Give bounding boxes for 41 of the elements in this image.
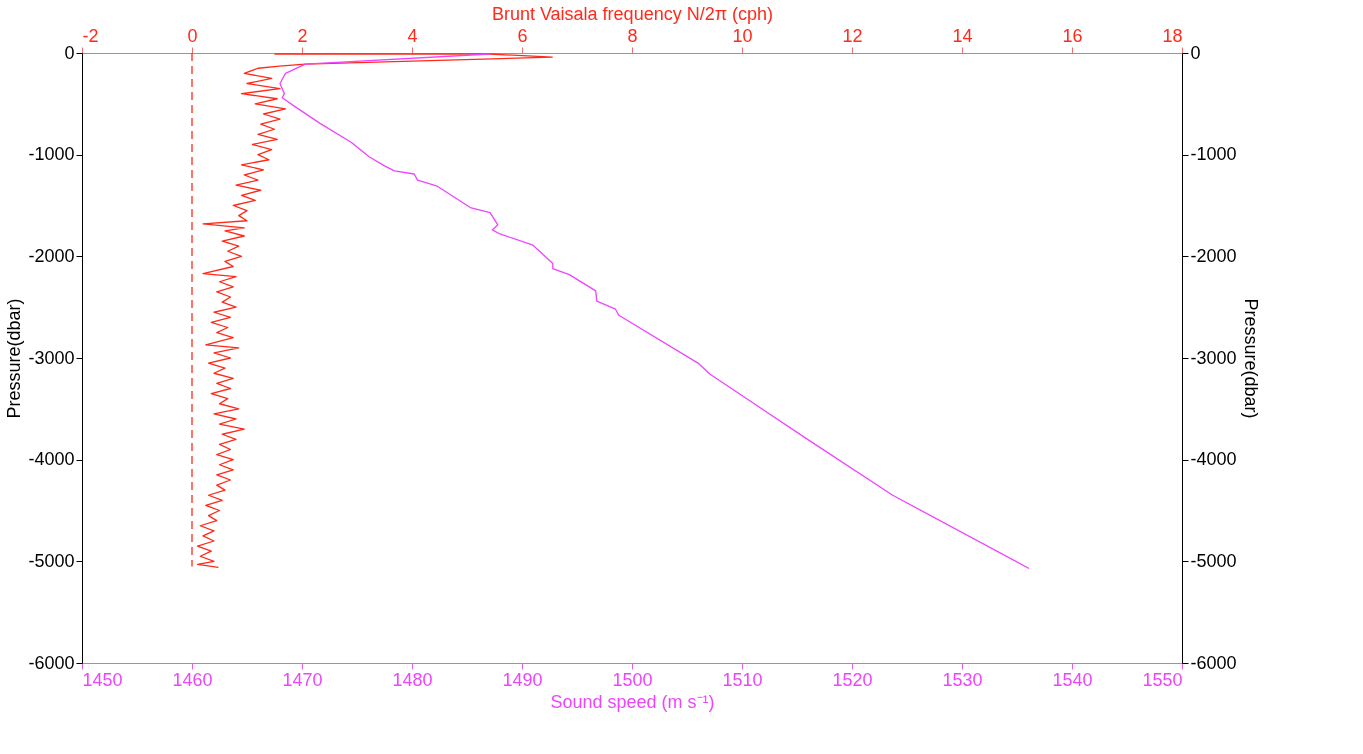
line-series: [279, 53, 1030, 570]
y2-tick-label: -5000: [1190, 550, 1237, 571]
x2-tick-label: 2: [297, 25, 308, 46]
y-tick-label: -1000: [28, 144, 75, 165]
y2-tick-label: 0: [1190, 42, 1201, 63]
x2-tick-label: 14: [952, 25, 973, 46]
x-tick-label: 1500: [612, 669, 653, 690]
x-tick-label: 1450: [82, 669, 123, 690]
y-tick-label: -2000: [28, 245, 75, 266]
x-tick-label: 1460: [172, 669, 213, 690]
x-tick-label: 1540: [1052, 669, 1093, 690]
y-tick-label: -6000: [28, 652, 75, 673]
x2-tick-label: 10: [732, 25, 753, 46]
y2-tick-label: -6000: [1190, 652, 1237, 673]
x2-tick-label: 0: [187, 25, 198, 46]
x2-tick-label: 8: [627, 25, 638, 46]
x-tick-label: 1550: [1142, 669, 1183, 690]
y2-tick-label: -2000: [1190, 245, 1237, 266]
x2-tick-label: 12: [842, 25, 863, 46]
x2-tick-label: 16: [1062, 25, 1083, 46]
x2-axis-title: Brunt Vaisala frequency N/2π (cph): [491, 3, 774, 24]
x2-tick-label: 4: [407, 25, 418, 46]
x2-tick-label: 6: [517, 25, 528, 46]
y-tick-label: -5000: [28, 550, 75, 571]
x-axis-title: Sound speed (m s⁻¹): [550, 691, 715, 712]
x2-tick-label: 18: [1162, 25, 1183, 46]
y-tick-label: -4000: [28, 449, 75, 470]
y2-axis-title: Pressure(dbar): [1240, 298, 1261, 419]
x-tick-label: 1470: [282, 669, 323, 690]
y-axis-title: Pressure(dbar): [4, 298, 25, 419]
x-tick-label: 1530: [942, 669, 983, 690]
y-tick-label: -3000: [28, 347, 75, 368]
y-tick-label: 0: [64, 42, 75, 63]
y2-tick-label: -4000: [1190, 449, 1237, 470]
x-tick-label: 1520: [832, 669, 873, 690]
x2-tick-label: -2: [82, 25, 99, 46]
x-tick-label: 1480: [392, 669, 433, 690]
y2-tick-label: -3000: [1190, 347, 1237, 368]
x-tick-label: 1490: [502, 669, 543, 690]
y2-tick-label: -1000: [1190, 144, 1237, 165]
x-tick-label: 1510: [722, 669, 763, 690]
